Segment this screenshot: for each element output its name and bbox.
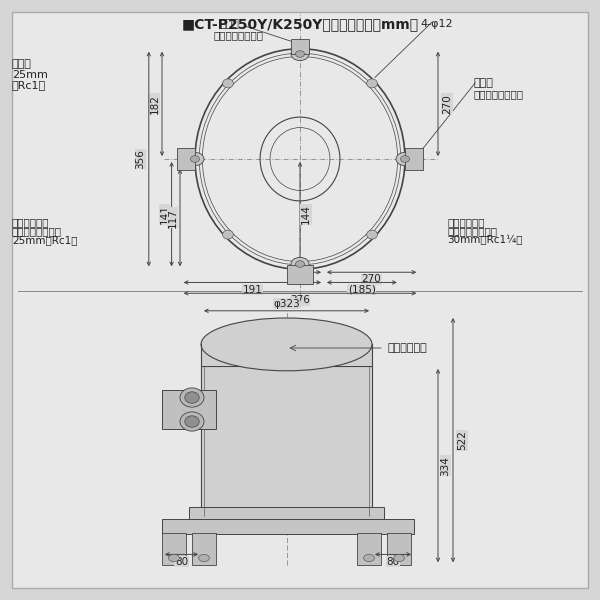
Ellipse shape bbox=[296, 51, 305, 57]
Text: 376: 376 bbox=[290, 295, 310, 305]
FancyBboxPatch shape bbox=[189, 507, 384, 522]
Text: 25mm: 25mm bbox=[12, 70, 48, 80]
FancyBboxPatch shape bbox=[287, 265, 313, 284]
Text: φ323: φ323 bbox=[273, 299, 300, 308]
Ellipse shape bbox=[401, 155, 409, 162]
Text: 30mm（Rc1¼）: 30mm（Rc1¼） bbox=[447, 235, 523, 245]
Ellipse shape bbox=[191, 155, 199, 162]
Text: 270: 270 bbox=[442, 94, 452, 114]
Text: 141: 141 bbox=[160, 204, 169, 224]
Ellipse shape bbox=[364, 554, 374, 562]
Ellipse shape bbox=[296, 260, 305, 267]
Text: 191: 191 bbox=[242, 284, 262, 295]
Ellipse shape bbox=[394, 554, 404, 562]
FancyBboxPatch shape bbox=[357, 533, 381, 565]
Ellipse shape bbox=[185, 416, 199, 427]
Text: 深井戸配管時: 深井戸配管時 bbox=[12, 217, 49, 227]
Text: 522: 522 bbox=[457, 430, 467, 450]
Ellipse shape bbox=[180, 388, 204, 407]
Ellipse shape bbox=[185, 392, 199, 403]
Ellipse shape bbox=[367, 230, 377, 239]
Text: ポンプの中心: ポンプの中心 bbox=[387, 343, 427, 353]
Text: 51: 51 bbox=[299, 274, 312, 284]
FancyBboxPatch shape bbox=[291, 39, 309, 54]
Text: 4-φ12: 4-φ12 bbox=[420, 19, 452, 29]
Ellipse shape bbox=[291, 47, 309, 61]
FancyBboxPatch shape bbox=[162, 390, 216, 429]
Ellipse shape bbox=[186, 152, 204, 166]
Ellipse shape bbox=[396, 152, 414, 166]
FancyBboxPatch shape bbox=[201, 366, 372, 516]
FancyBboxPatch shape bbox=[387, 533, 411, 565]
FancyBboxPatch shape bbox=[177, 148, 195, 170]
FancyBboxPatch shape bbox=[405, 148, 423, 170]
Text: 吐出口: 吐出口 bbox=[474, 78, 494, 88]
Text: 圧力フランジ口径: 圧力フランジ口径 bbox=[12, 226, 62, 236]
Text: （Rc1）: （Rc1） bbox=[12, 80, 46, 91]
Text: 25mm（Rc1）: 25mm（Rc1） bbox=[12, 235, 77, 245]
Ellipse shape bbox=[291, 257, 309, 271]
Text: （予備フランジ）: （予備フランジ） bbox=[213, 30, 263, 40]
FancyBboxPatch shape bbox=[192, 533, 216, 565]
Text: （予備フランジ）: （予備フランジ） bbox=[474, 89, 524, 99]
Text: 117: 117 bbox=[168, 208, 178, 227]
FancyBboxPatch shape bbox=[12, 12, 588, 588]
Text: 144: 144 bbox=[301, 204, 311, 224]
Text: 334: 334 bbox=[440, 455, 450, 476]
Text: 吐出口: 吐出口 bbox=[219, 19, 239, 29]
Text: ■CT-P250Y/K250Y寸法図（単位：mm）: ■CT-P250Y/K250Y寸法図（単位：mm） bbox=[181, 17, 419, 31]
Ellipse shape bbox=[180, 412, 204, 431]
Ellipse shape bbox=[199, 554, 209, 562]
Text: 80: 80 bbox=[386, 557, 400, 566]
FancyBboxPatch shape bbox=[162, 519, 414, 534]
Text: 80: 80 bbox=[175, 557, 188, 566]
Ellipse shape bbox=[201, 318, 372, 371]
Ellipse shape bbox=[367, 79, 377, 88]
Text: 吐出口: 吐出口 bbox=[12, 59, 32, 69]
Text: 270: 270 bbox=[362, 274, 382, 284]
FancyBboxPatch shape bbox=[162, 533, 186, 565]
Text: 吸込フランジ口径: 吸込フランジ口径 bbox=[447, 226, 497, 236]
Text: 182: 182 bbox=[150, 94, 160, 114]
FancyBboxPatch shape bbox=[201, 342, 372, 366]
Ellipse shape bbox=[169, 554, 179, 562]
Text: 深井戸配管時: 深井戸配管時 bbox=[447, 217, 485, 227]
Text: 356: 356 bbox=[136, 149, 145, 169]
Text: (185): (185) bbox=[348, 284, 376, 295]
Ellipse shape bbox=[223, 79, 233, 88]
Ellipse shape bbox=[223, 230, 233, 239]
